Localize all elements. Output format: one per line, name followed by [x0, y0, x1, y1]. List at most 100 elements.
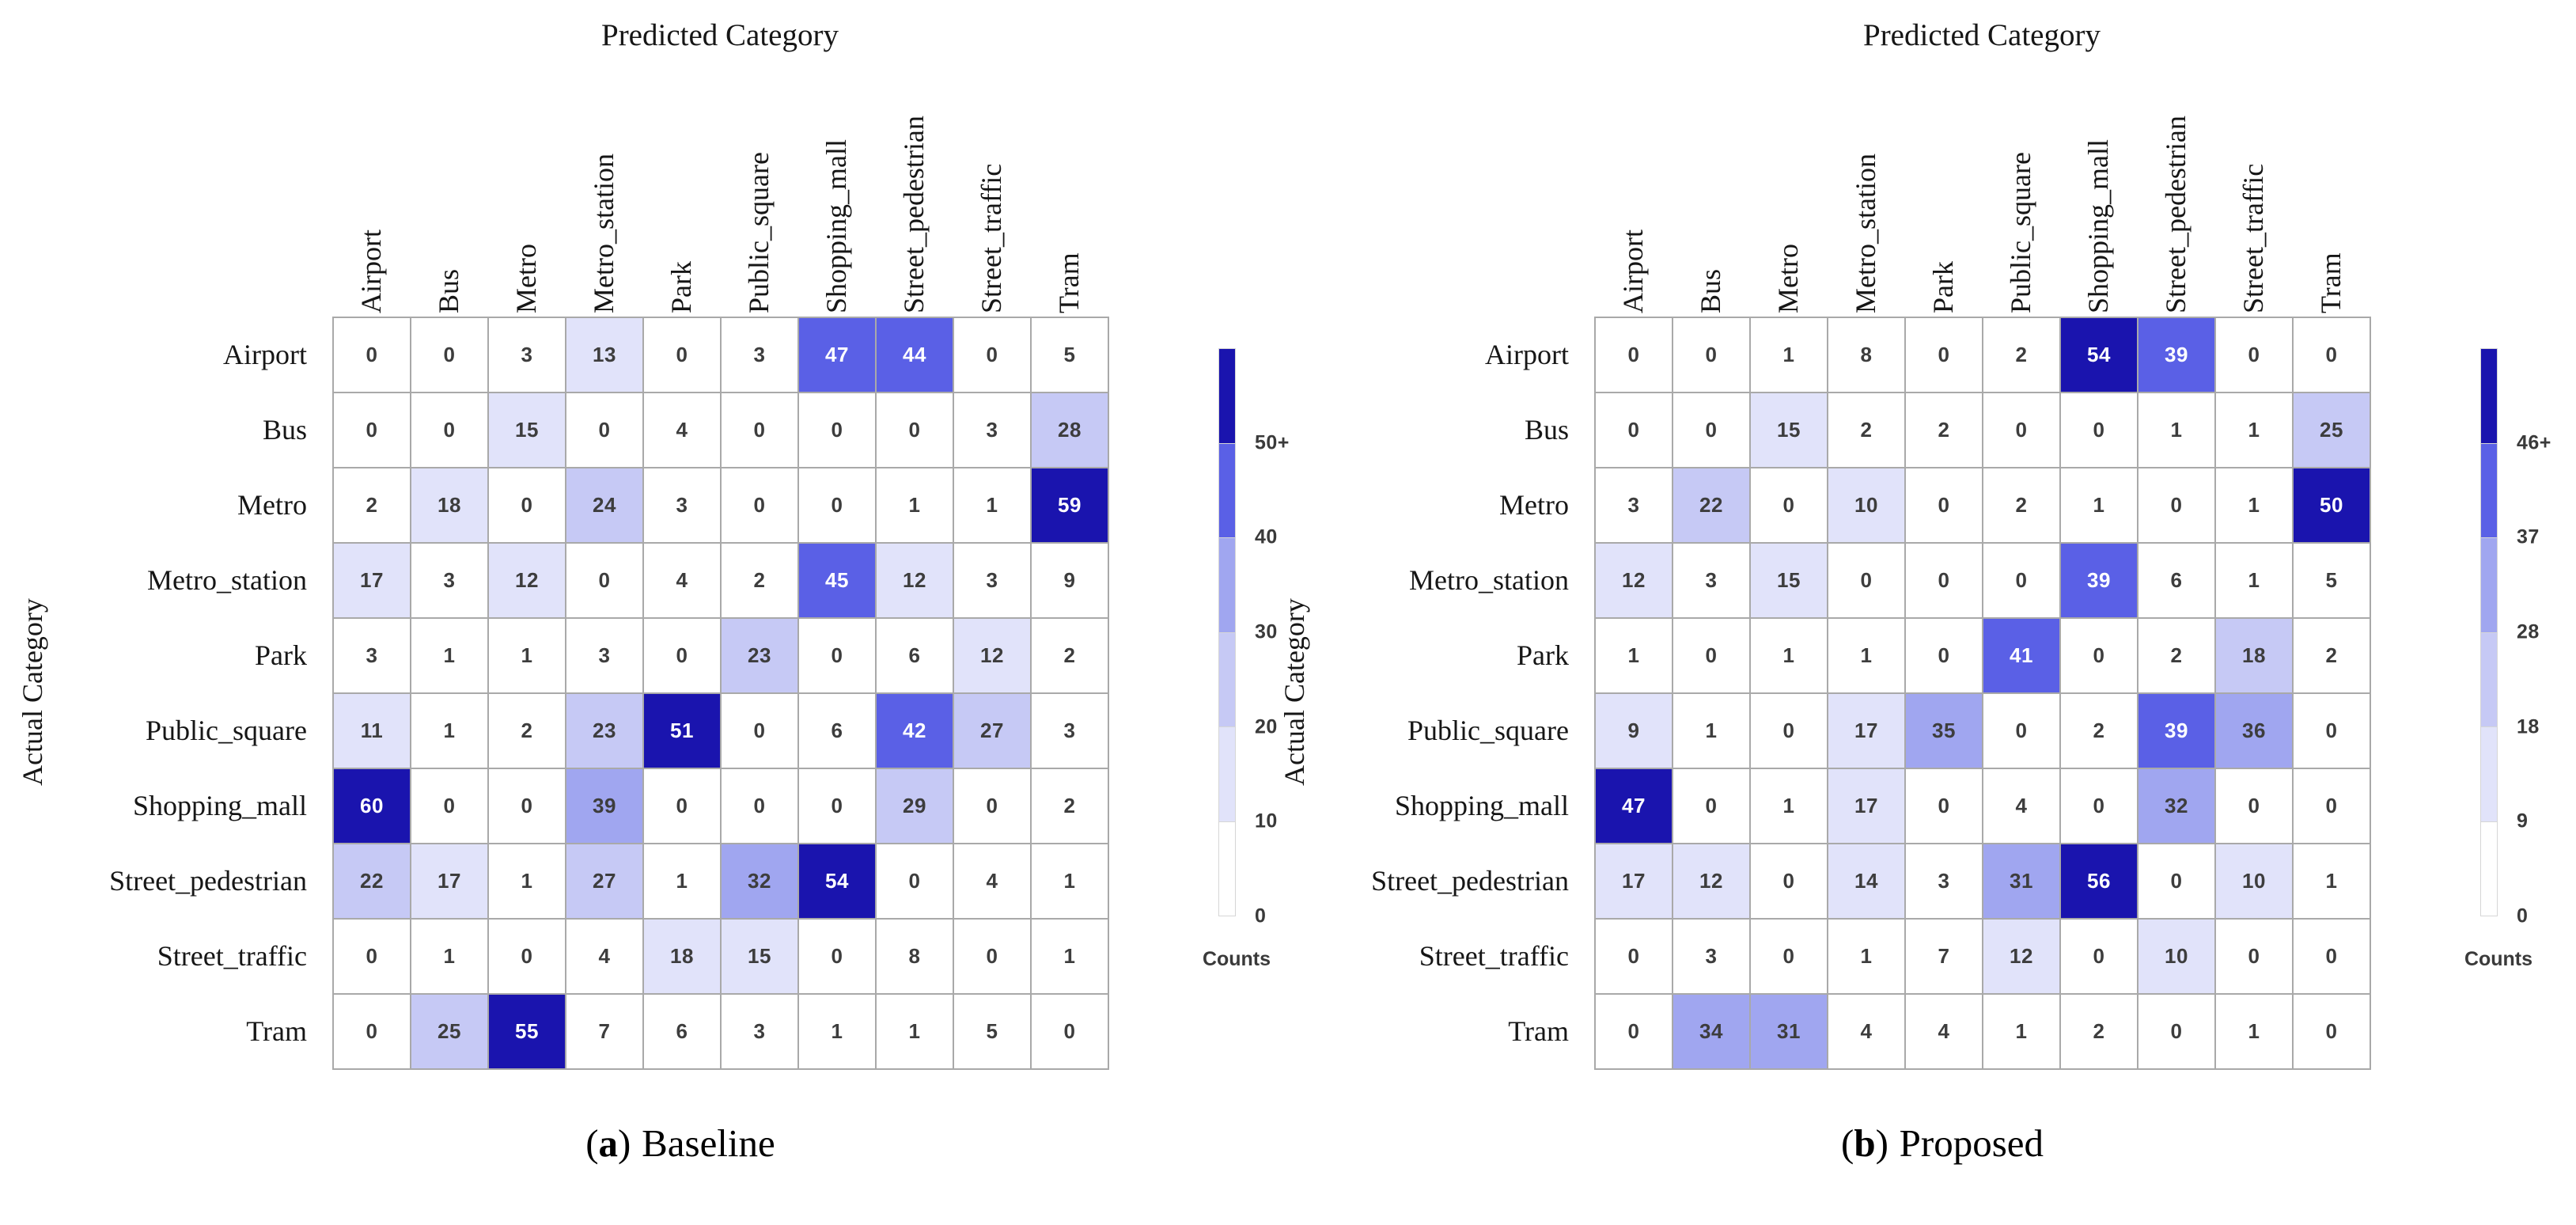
colorbar-tick: 40 — [1255, 525, 1278, 548]
heatmap-cell: 0 — [2060, 618, 2138, 693]
heatmap-cell: 15 — [488, 393, 566, 468]
heatmap-cell: 17 — [1828, 693, 1905, 768]
heatmap-cell: 1 — [876, 468, 953, 543]
heatmap-cell: 0 — [953, 317, 1031, 393]
heatmap-cell: 12 — [1673, 844, 1750, 919]
heatmap-cell: 12 — [488, 543, 566, 618]
row-label: Metro_station — [147, 563, 307, 596]
heatmap-cell: 27 — [953, 693, 1031, 768]
heatmap-cell: 39 — [2138, 317, 2215, 393]
colorbar-counts-label: Counts — [2464, 948, 2533, 970]
colorbar-tick: 50+ — [1255, 431, 1290, 454]
heatmap-cell: 35 — [1905, 693, 1983, 768]
heatmap-cell: 39 — [2138, 693, 2215, 768]
heatmap-cell: 6 — [2138, 543, 2215, 618]
row-label: Metro — [237, 488, 307, 521]
heatmap-cell: 0 — [876, 393, 953, 468]
heatmap-cell: 18 — [643, 919, 721, 994]
colorbar-tick: 46+ — [2517, 431, 2551, 454]
row-labels: Airport Bus Metro Metro_station Park Public_s… — [1262, 317, 1582, 1068]
column-header: Shopping_mall — [820, 138, 852, 313]
colorbar-tick: 18 — [2517, 715, 2540, 738]
heatmap-cell: 1 — [876, 994, 953, 1069]
colorbar-segment — [2480, 821, 2498, 916]
heatmap-cell: 24 — [566, 468, 643, 543]
heatmap-cell: 15 — [721, 919, 798, 994]
heatmap-cell: 0 — [411, 393, 488, 468]
heatmap-cell: 0 — [2215, 768, 2293, 844]
row-label: Park — [255, 639, 307, 671]
heatmap-cell: 0 — [1595, 317, 1673, 393]
column-header: Street_traffic — [975, 163, 1007, 313]
heatmap-cell: 4 — [566, 919, 643, 994]
heatmap-cell: 47 — [798, 317, 876, 393]
heatmap-cell: 0 — [1983, 393, 2060, 468]
heatmap-cell: 55 — [488, 994, 566, 1069]
heatmap-cell: 1 — [643, 844, 721, 919]
heatmap-cell: 0 — [1673, 768, 1750, 844]
row-label: Street_traffic — [1419, 939, 1569, 972]
heatmap-cell: 10 — [2215, 844, 2293, 919]
heatmap-cell: 0 — [1031, 994, 1108, 1069]
panel-proposed: Predicted Category Actual Category Airpo… — [1262, 0, 2575, 1225]
heatmap-cell: 9 — [1595, 693, 1673, 768]
heatmap-cell: 0 — [953, 919, 1031, 994]
row-label: Street_traffic — [157, 939, 307, 972]
heatmap-cell: 12 — [876, 543, 953, 618]
heatmap-cell: 3 — [1673, 919, 1750, 994]
heatmap-cell: 3 — [953, 543, 1031, 618]
column-header: Metro_station — [1850, 154, 1881, 313]
heatmap-cell: 59 — [1031, 468, 1108, 543]
heatmap-cell: 2 — [1828, 393, 1905, 468]
row-label: Park — [1517, 639, 1569, 671]
colorbar-segment — [2480, 632, 2498, 727]
heatmap-cell: 60 — [333, 768, 411, 844]
row-label: Airport — [1485, 338, 1569, 370]
row-label: Tram — [246, 1015, 307, 1047]
heatmap-cell: 2 — [333, 468, 411, 543]
heatmap-cell: 2 — [488, 693, 566, 768]
heatmap-cell: 1 — [1828, 919, 1905, 994]
heatmap-cell: 1 — [1750, 317, 1828, 393]
heatmap-cell: 4 — [953, 844, 1031, 919]
column-header: Park — [1927, 261, 1959, 313]
column-header: Bus — [1695, 268, 1726, 313]
x-axis-title: Predicted Category — [601, 18, 839, 52]
heatmap-cell: 0 — [2293, 693, 2370, 768]
heatmap-cell: 3 — [953, 393, 1031, 468]
heatmap-grid: 0 0 1 8 0 2 54 39 0 0 0 0 15 2 2 0 0 1 1 25 3 22 0 10 0 2 1 0 1 50 12 3… — [1594, 317, 2371, 1070]
heatmap-cell: 0 — [1750, 844, 1828, 919]
heatmap-cell: 56 — [2060, 844, 2138, 919]
heatmap-cell: 28 — [1031, 393, 1108, 468]
heatmap-cell: 36 — [2215, 693, 2293, 768]
heatmap-cell: 12 — [1983, 919, 2060, 994]
heatmap-cell: 0 — [721, 693, 798, 768]
row-labels: Airport Bus Metro Metro_station Park Public_s… — [0, 317, 320, 1068]
row-label: Bus — [262, 413, 307, 446]
heatmap-cell: 0 — [1750, 468, 1828, 543]
heatmap-cell: 0 — [1905, 468, 1983, 543]
heatmap-cell: 0 — [1983, 693, 2060, 768]
heatmap-cell: 1 — [2138, 393, 2215, 468]
heatmap-cell: 0 — [2293, 919, 2370, 994]
heatmap-cell: 6 — [876, 618, 953, 693]
row-label: Metro_station — [1409, 563, 1569, 596]
heatmap-cell: 11 — [333, 693, 411, 768]
heatmap-cell: 1 — [953, 468, 1031, 543]
heatmap-cell: 14 — [1828, 844, 1905, 919]
heatmap-cell: 0 — [721, 768, 798, 844]
heatmap-cell: 1 — [1031, 919, 1108, 994]
caption-text: Proposed — [1899, 1121, 2044, 1165]
heatmap-cell: 17 — [333, 543, 411, 618]
heatmap-cell: 1 — [2293, 844, 2370, 919]
heatmap-cell: 1 — [411, 618, 488, 693]
heatmap-cell: 8 — [1828, 317, 1905, 393]
heatmap-cell: 4 — [1983, 768, 2060, 844]
heatmap-cell: 45 — [798, 543, 876, 618]
heatmap-cell: 25 — [411, 994, 488, 1069]
heatmap-cell: 51 — [643, 693, 721, 768]
heatmap-cell: 1 — [798, 994, 876, 1069]
heatmap-cell: 31 — [1983, 844, 2060, 919]
heatmap-cell: 1 — [1828, 618, 1905, 693]
colorbar-tick: 28 — [2517, 620, 2540, 643]
